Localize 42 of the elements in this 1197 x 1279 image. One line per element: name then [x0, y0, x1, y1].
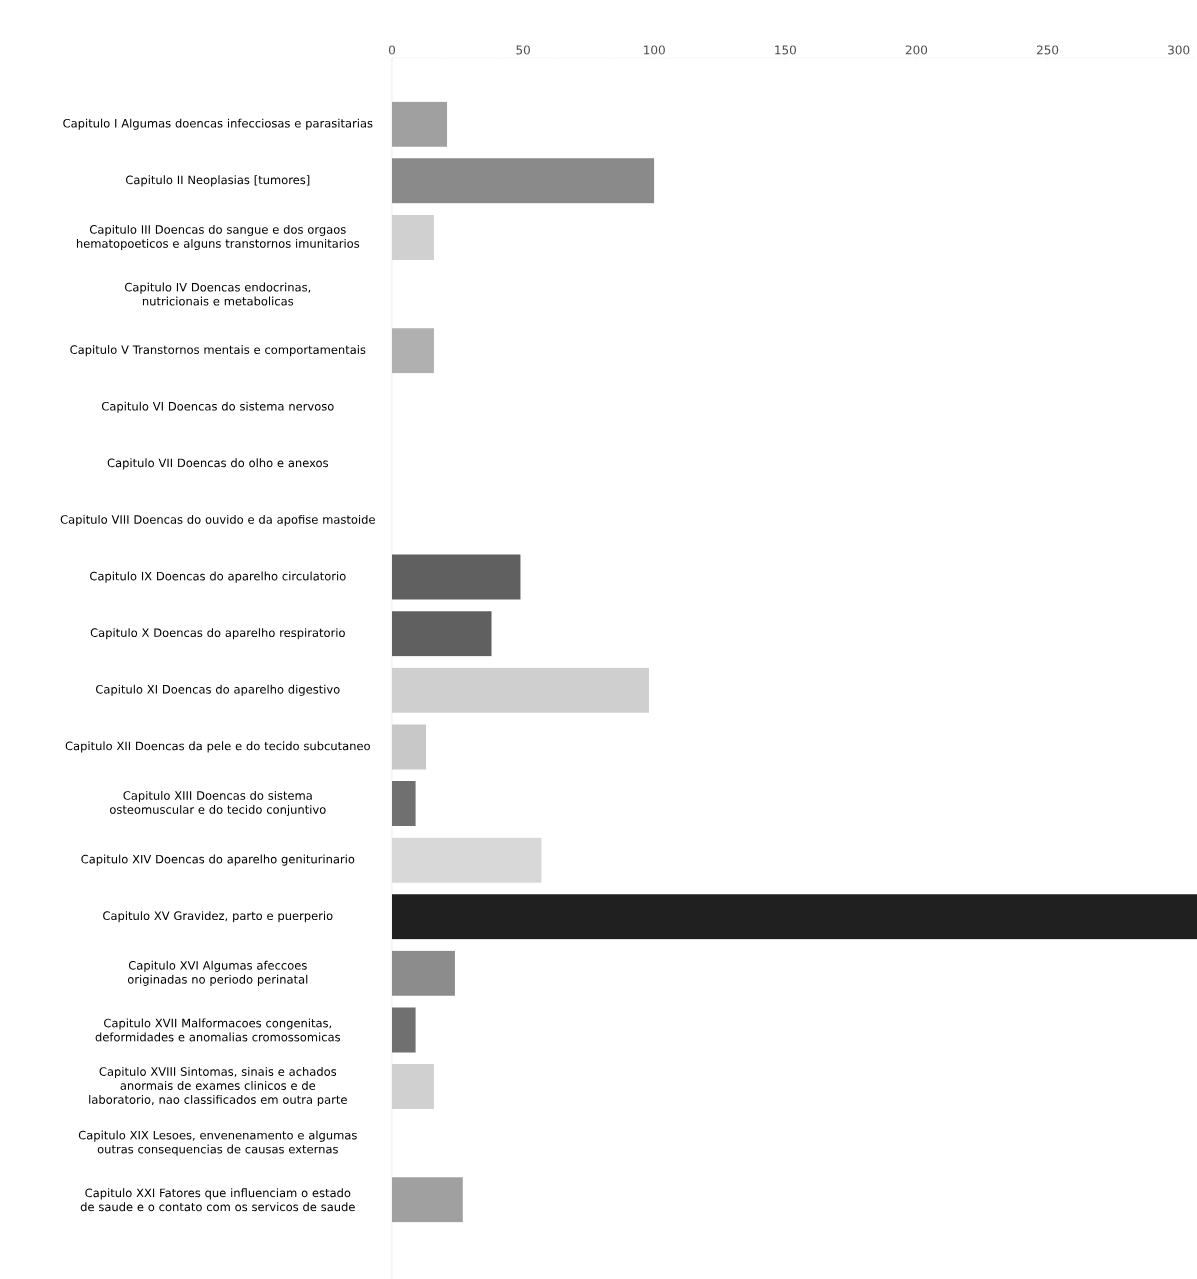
- y-tick-label: Capitulo XVI Algumas afeccoes originadas no periodo perinatal: [127, 960, 308, 986]
- bar: [392, 158, 655, 204]
- y-tick-label: Capitulo XVII Malformacoes congenitas, deformidades e anomalias cromossomicas: [95, 1018, 341, 1042]
- x-tick-label: 150: [775, 45, 796, 55]
- y-tick-label: Capitulo III Doencas do sangue e dos orgaos hematopoeticos e alguns transtornos imunitarios: [76, 224, 360, 251]
- x-tick-label: 250: [1036, 45, 1059, 55]
- bar: [392, 1177, 463, 1223]
- y-tick-label: Capitulo X Doencas do aparelho respiratorio: [90, 628, 345, 640]
- x-tick-label: 300: [1168, 45, 1190, 55]
- y-tick-label: Capitulo II Neoplasias [tumores]: [125, 175, 310, 187]
- y-tick-label: Capitulo VIII Doencas do ouvido e da apofise mastoide: [60, 514, 375, 527]
- bar: [392, 1064, 434, 1110]
- y-tick-label: Capitulo VII Doencas do olho e anexos: [107, 458, 329, 470]
- y-tick-label: Capitulo XV Gravidez, parto e puerperio: [103, 911, 333, 923]
- y-tick-label: Capitulo XXI Fatores que influenciam o estado de saude e o contato com os servicos de saude: [80, 1188, 355, 1212]
- y-tick-label: Capitulo XIV Doencas do aparelho geniturinario: [81, 854, 355, 866]
- bar: [392, 667, 649, 713]
- bar: [392, 611, 492, 657]
- bar: [392, 950, 455, 996]
- y-tick-label: Capitulo IX Doencas do aparelho circulatorio: [90, 571, 346, 583]
- bar: [392, 101, 448, 147]
- y-tick-label: Capitulo V Transtornos mentais e comportamentais: [70, 345, 366, 357]
- x-tick-label: 0: [388, 45, 396, 55]
- bar: [392, 214, 434, 260]
- y-tick-label: Capitulo VI Doencas do sistema nervoso: [101, 401, 334, 413]
- x-tick-label: 200: [905, 45, 928, 55]
- y-tick-label: Capitulo I Algumas doencas infecciosas e parasitarias: [63, 118, 373, 130]
- bar: [392, 554, 521, 600]
- y-tick-label: Capitulo XVIII Sintomas, sinais e achados anormais de exames clinicos e de laboratorio, nao classificados em outra parte: [89, 1066, 347, 1107]
- x-tick-label: 50: [516, 45, 530, 55]
- bar: [392, 837, 542, 883]
- y-tick-label: Capitulo XIII Doencas do sistema osteomuscular e do tecido conjuntivo: [109, 790, 326, 817]
- y-tick-label: Capitulo XI Doencas do aparelho digestivo: [96, 684, 340, 696]
- y-tick-label: Capitulo XII Doencas da pele e do tecido subcutaneo: [65, 741, 370, 753]
- bar: [392, 894, 1197, 940]
- bar: [392, 781, 416, 827]
- y-tick-label: Capitulo IV Doencas endocrinas, nutricionais e metabolicas: [124, 282, 311, 306]
- bar: [392, 1007, 416, 1053]
- bar: [392, 724, 427, 770]
- bar: [392, 328, 434, 374]
- x-tick-label: 100: [644, 45, 665, 55]
- y-tick-label: Capitulo XIX Lesoes, envenenamento e algumas outras consequencias de causas externas: [78, 1130, 357, 1156]
